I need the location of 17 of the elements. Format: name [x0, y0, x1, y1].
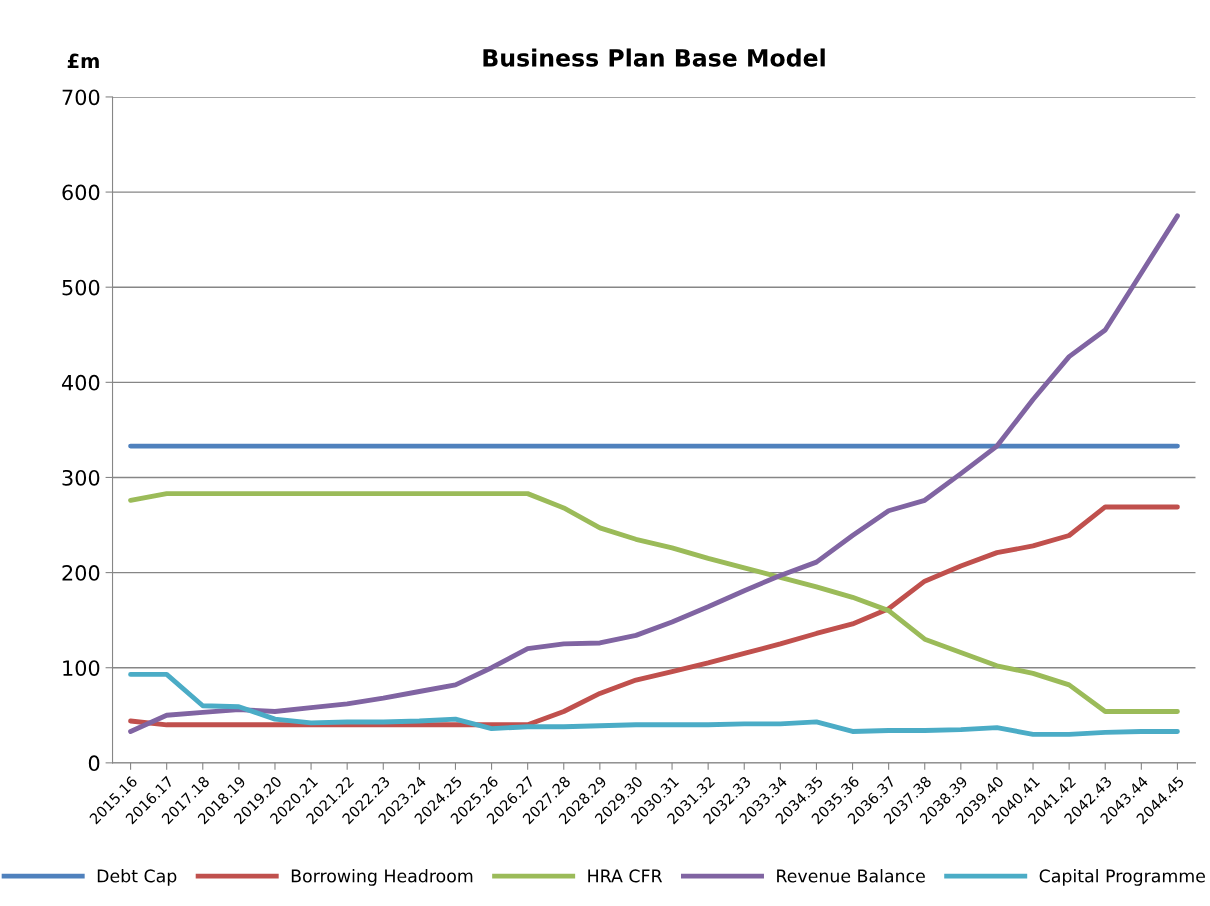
y-tick-label: 300 — [62, 469, 100, 486]
chart-title: Business Plan Base Model — [483, 48, 825, 67]
y-tick-label: 400 — [61, 374, 100, 391]
legend-label: Debt Cap — [97, 869, 177, 886]
legend-label: HRA CFR — [588, 869, 663, 883]
y-tick-label: 0 — [88, 755, 100, 772]
legend-label: Borrowing Headroom — [291, 869, 473, 886]
line-series — [128, 671, 1180, 737]
y-tick-label: 600 — [62, 184, 100, 201]
line-series — [128, 213, 1180, 734]
y-tick-label: 700 — [62, 89, 100, 106]
legend-label: Revenue Balance — [777, 869, 925, 883]
y-axis-title: £m — [67, 53, 99, 68]
y-tick-label: 200 — [62, 565, 100, 581]
y-tick-label: 100 — [63, 660, 100, 676]
legend-label: Capital Programme — [1039, 869, 1205, 886]
y-tick-label: 500 — [62, 279, 100, 296]
